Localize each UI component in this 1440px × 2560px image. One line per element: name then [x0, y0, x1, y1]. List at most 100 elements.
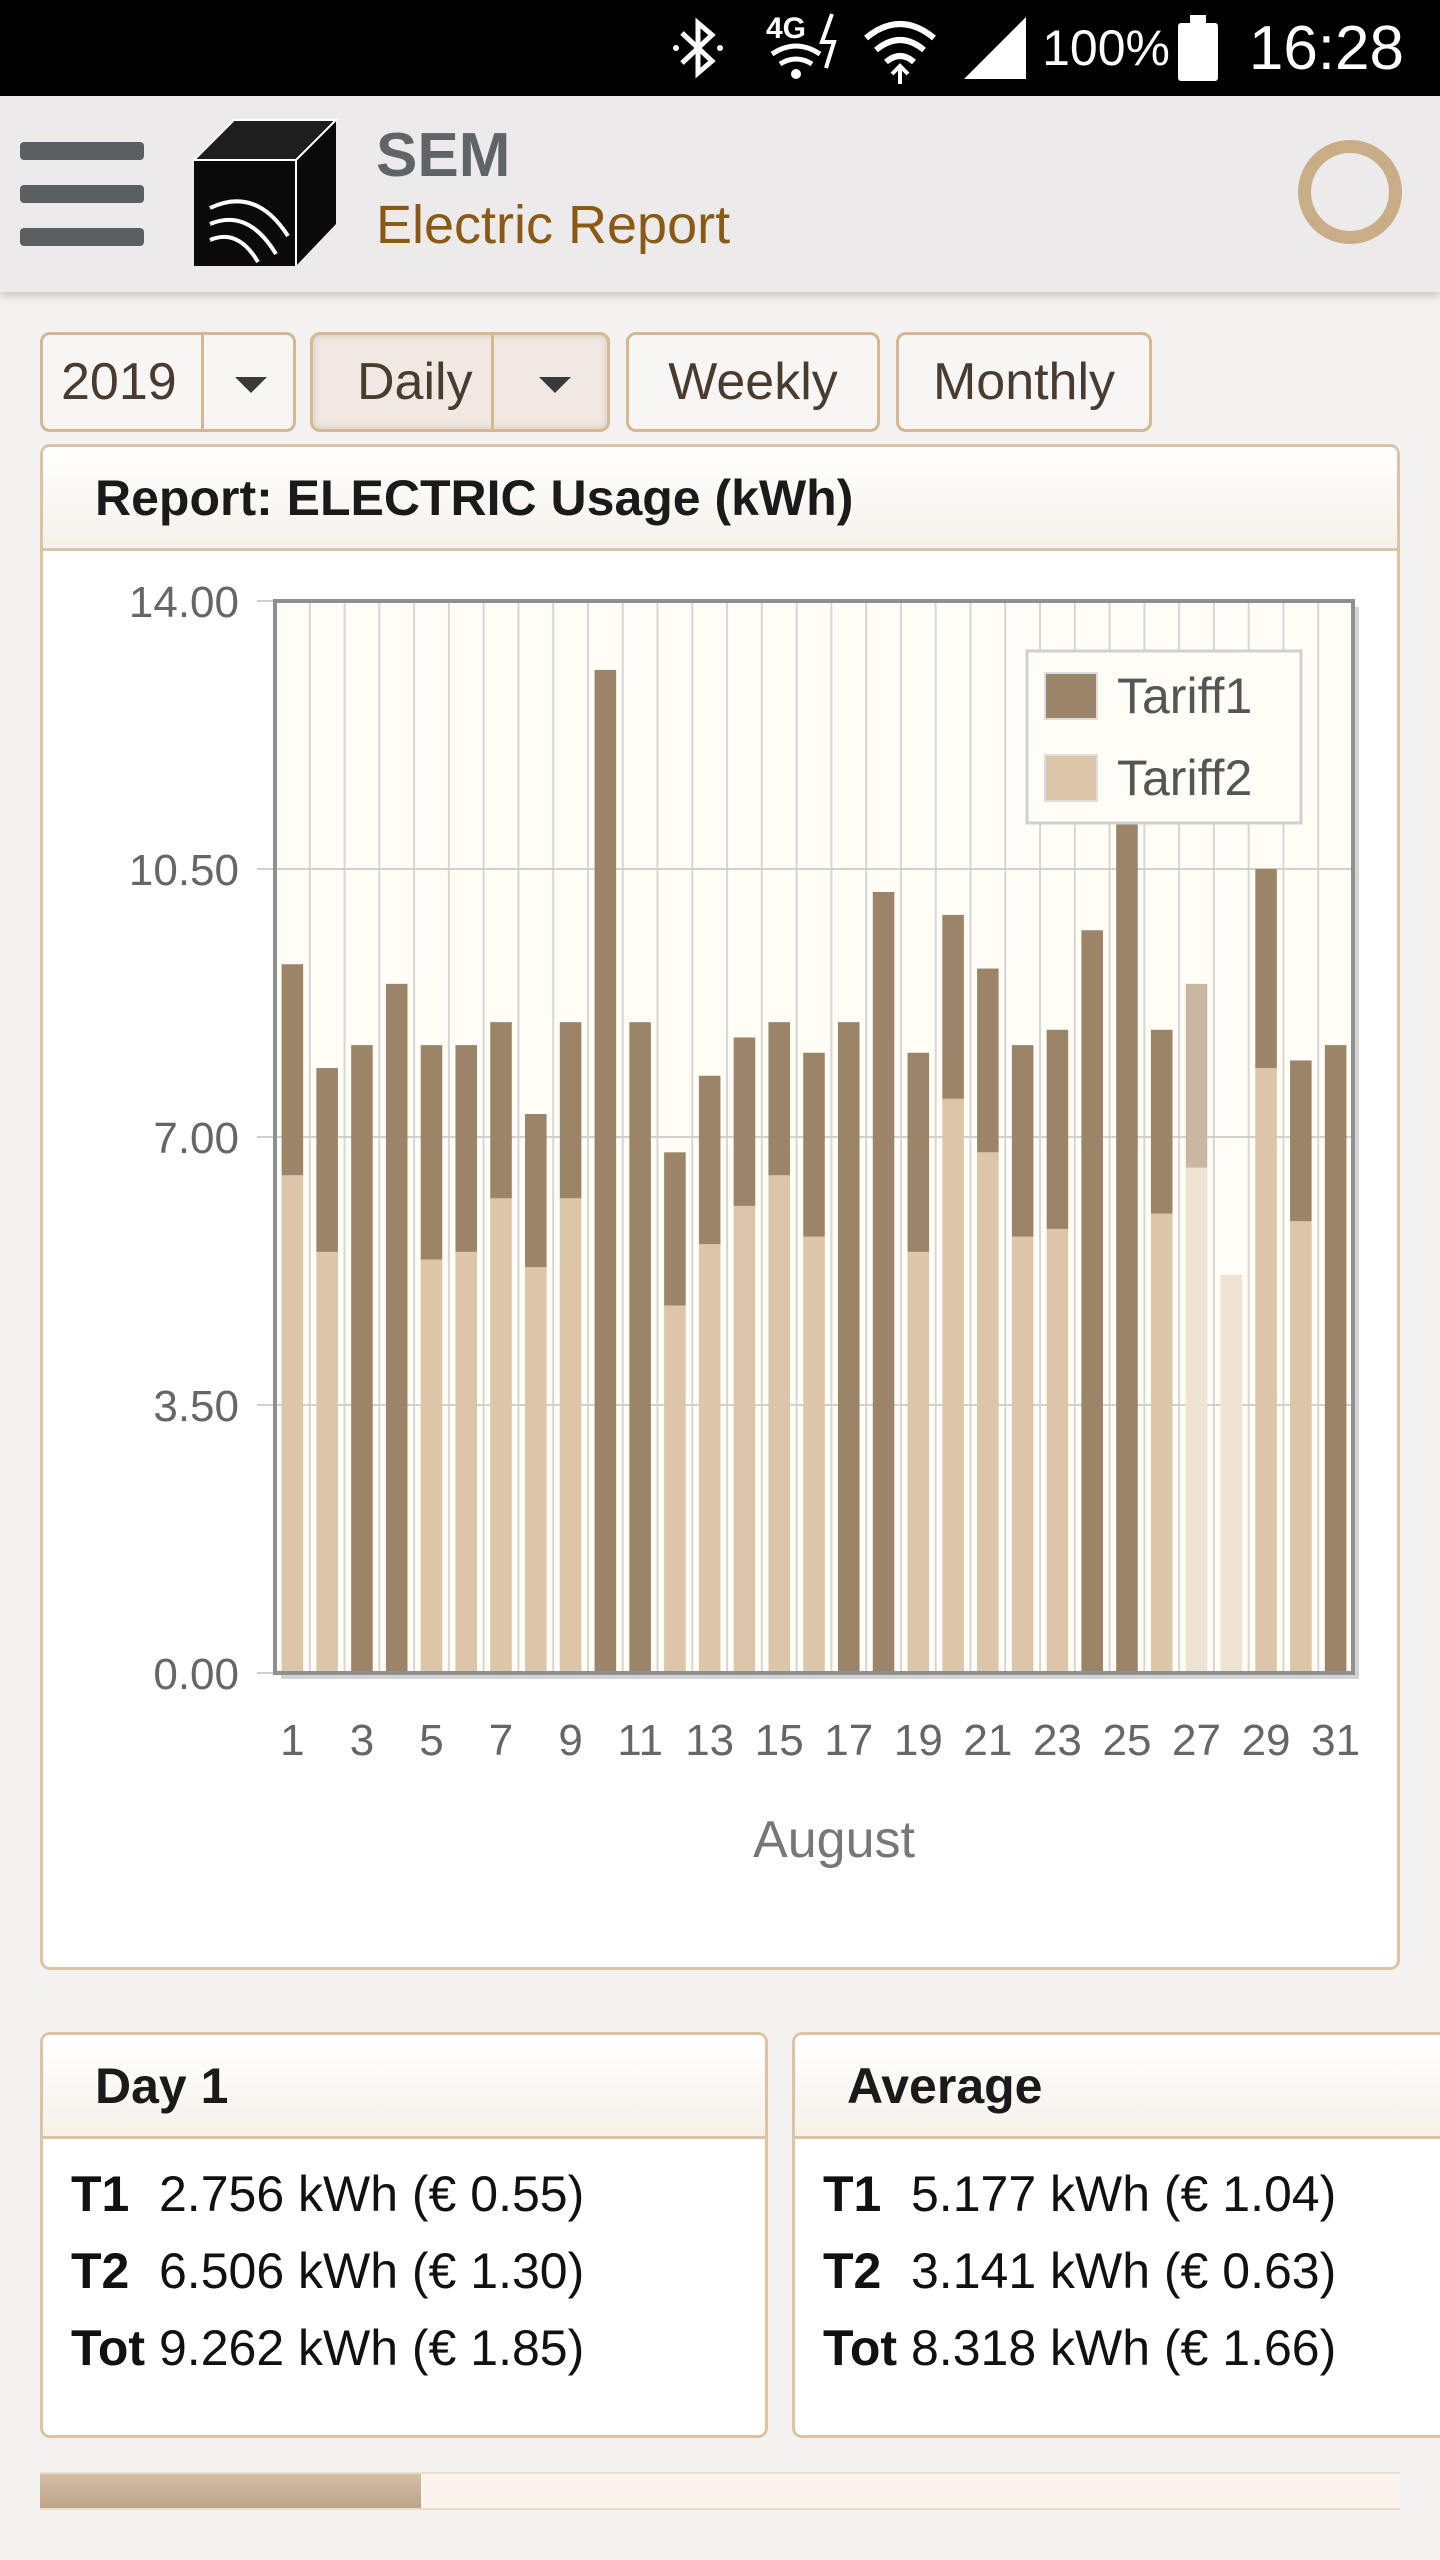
x-tick-label: 27	[1172, 1716, 1221, 1765]
legend-swatch-tariff1	[1044, 672, 1098, 720]
bar-tariff1	[385, 983, 408, 1673]
status-bar: 4G 100% 16:28	[0, 0, 1440, 96]
x-tick-label: 3	[350, 1716, 374, 1765]
chevron-down-icon[interactable]	[539, 377, 571, 393]
avg-t2-row: T2 3.141 kWh (€ 0.63)	[823, 2243, 1337, 2299]
bar-tariff1	[1150, 1029, 1173, 1214]
x-tick-label: 31	[1311, 1716, 1360, 1765]
bar-tariff2	[977, 1152, 999, 1673]
x-tick-label: 9	[558, 1716, 582, 1765]
x-tick-label: 23	[1033, 1716, 1082, 1765]
x-tick-label: 17	[824, 1716, 873, 1765]
legend-label-tariff1: Tariff1	[1117, 668, 1252, 724]
bar-tariff2	[525, 1267, 547, 1673]
bar-tariff1	[803, 1052, 825, 1237]
cube-logo-icon	[191, 119, 339, 266]
avg-tot-row: Tot 8.318 kWh (€ 1.66)	[823, 2320, 1337, 2376]
mode-select[interactable]: Daily	[310, 332, 610, 432]
bar-tariff1	[1046, 1029, 1069, 1229]
4g-data-icon: 4G	[762, 0, 852, 96]
bar-tariff1	[872, 891, 895, 1673]
bar-tariff2	[281, 1175, 304, 1673]
battery-icon	[1176, 0, 1220, 96]
day-t1-row: T1 2.756 kWh (€ 0.55)	[71, 2166, 585, 2222]
year-value: 2019	[61, 353, 177, 411]
hamburger-menu-icon[interactable]	[20, 142, 144, 246]
chevron-down-icon[interactable]	[235, 377, 267, 393]
bar-tariff1	[525, 1114, 547, 1268]
day-tot-row: Tot 9.262 kWh (€ 1.85)	[71, 2320, 585, 2376]
bar-tariff2	[907, 1251, 930, 1673]
bar-tariff2	[559, 1198, 582, 1673]
bar-tariff2	[1255, 1068, 1277, 1673]
x-tick-label: 5	[419, 1716, 443, 1765]
bluetooth-icon	[668, 0, 728, 96]
y-tick-label: 0.00	[153, 1650, 239, 1699]
report-title: Report: ELECTRIC Usage (kWh)	[43, 447, 1397, 551]
average-panel-title: Average	[795, 2035, 1440, 2139]
bar-tariff2	[455, 1251, 478, 1673]
x-tick-label: 15	[755, 1716, 804, 1765]
cell-signal-icon	[960, 0, 1030, 96]
weekly-button[interactable]: Weekly	[626, 332, 880, 432]
bar-tariff2	[803, 1236, 825, 1673]
wifi-icon	[862, 0, 938, 96]
bar-tariff2	[316, 1251, 338, 1673]
brand: SEM Electric Report	[376, 120, 730, 258]
x-tick-label: 13	[685, 1716, 734, 1765]
clock: 16:28	[1248, 13, 1404, 83]
bar-tariff1	[733, 1037, 756, 1206]
bar-tariff1	[664, 1152, 686, 1306]
bar-tariff1	[1324, 1045, 1347, 1673]
bar-tariff1	[977, 968, 999, 1153]
day-panel-title: Day 1	[43, 2035, 765, 2139]
y-tick-label: 7.00	[153, 1114, 239, 1163]
app-subtitle: Electric Report	[376, 195, 731, 255]
x-tick-label: 29	[1242, 1716, 1291, 1765]
bar-tariff1	[1290, 1060, 1312, 1222]
bar-tariff1	[1255, 869, 1277, 1069]
bar-tariff2	[1150, 1213, 1173, 1673]
bar-tariff2	[1046, 1228, 1069, 1673]
year-select[interactable]: 2019	[40, 332, 296, 432]
day-panel: Day 1 T1 2.756 kWh (€ 0.55) T2 6.506 kWh (…	[40, 2032, 768, 2438]
scrollbar-thumb[interactable]	[40, 2474, 421, 2508]
battery-percent: 100%	[1042, 20, 1170, 76]
bar-tariff1	[281, 964, 304, 1176]
x-tick-label: 1	[280, 1716, 304, 1765]
y-tick-label: 10.50	[129, 846, 239, 895]
monthly-button[interactable]: Monthly	[896, 332, 1152, 432]
bar-tariff2	[490, 1198, 512, 1673]
bar-tariff1	[1185, 983, 1208, 1168]
bar-tariff2	[1220, 1274, 1243, 1673]
x-tick-label: 19	[894, 1716, 943, 1765]
horizontal-scrollbar[interactable]	[40, 2472, 1400, 2510]
y-tick-label: 3.50	[153, 1382, 239, 1431]
report-panel: Report: ELECTRIC Usage (kWh) 0.00 3.50 7.0…	[40, 444, 1400, 1970]
bar-tariff1	[594, 669, 617, 1673]
bar-tariff1	[768, 1022, 791, 1176]
legend-swatch-tariff2	[1044, 754, 1098, 802]
day-t2-row: T2 6.506 kWh (€ 1.30)	[71, 2243, 585, 2299]
bar-tariff1	[907, 1052, 930, 1252]
bar-tariff1	[316, 1068, 338, 1252]
bar-tariff2	[942, 1098, 964, 1673]
bar-tariff1	[698, 1075, 721, 1245]
x-axis-label: August	[753, 1811, 915, 1869]
bar-tariff1	[837, 1022, 860, 1673]
bar-tariff2	[1185, 1167, 1208, 1673]
bar-tariff1	[455, 1045, 478, 1252]
mode-value: Daily	[357, 353, 473, 411]
bar-tariff1	[1011, 1045, 1034, 1237]
x-tick-label: 25	[1102, 1716, 1151, 1765]
x-tick-label: 11	[617, 1716, 663, 1765]
bar-tariff1	[351, 1045, 373, 1673]
app-title: SEM	[376, 121, 511, 190]
plot-frame	[273, 599, 1355, 1675]
bar-tariff2	[733, 1205, 756, 1673]
bar-tariff2	[768, 1175, 791, 1673]
bar-tariff2	[1011, 1236, 1034, 1673]
avg-t1-row: T1 5.177 kWh (€ 1.04)	[823, 2166, 1337, 2222]
bar-tariff1	[1081, 930, 1103, 1673]
